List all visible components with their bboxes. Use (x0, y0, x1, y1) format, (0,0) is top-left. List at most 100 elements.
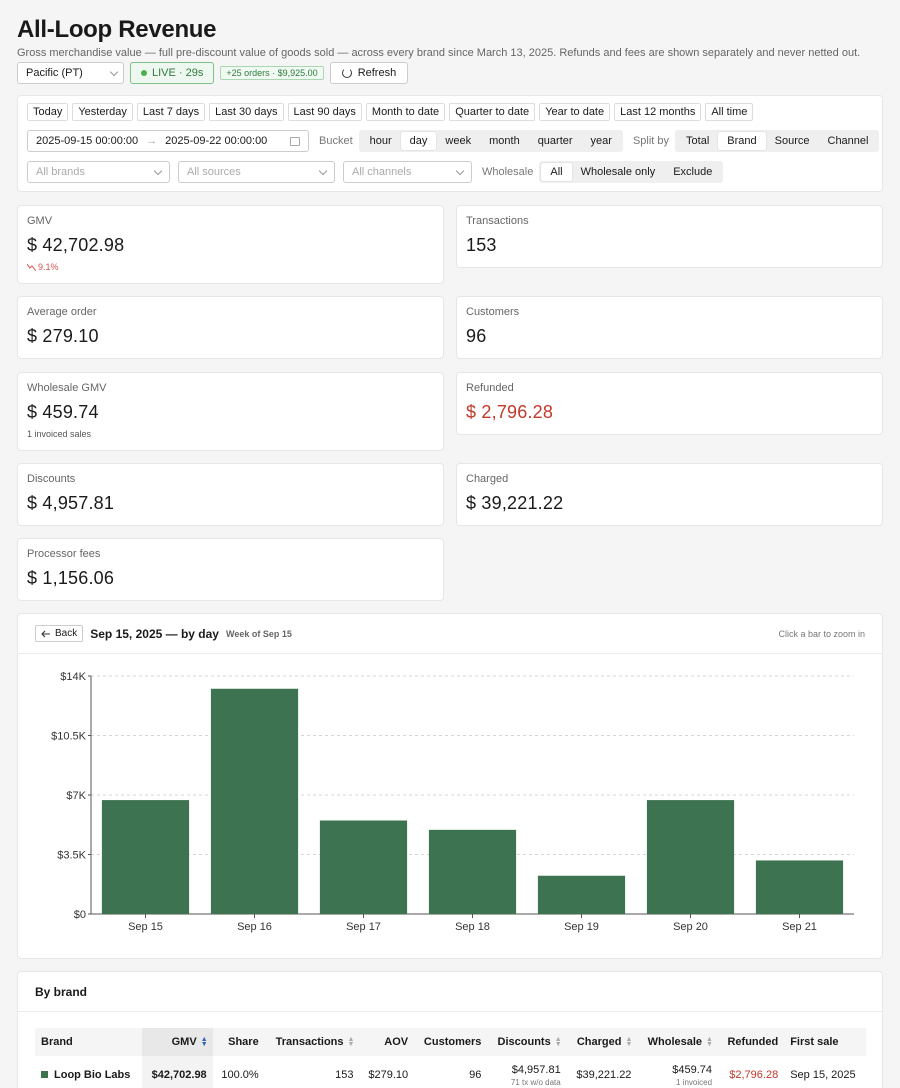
bar-sep-21[interactable] (755, 860, 844, 914)
wholesale-note: 1 invoiced (676, 1077, 713, 1087)
chart-hint: Click a bar to zoom in (778, 628, 865, 639)
kpi-value: $ 2,796.28 (466, 402, 554, 422)
kpi-discounts: Discounts $ 4,957.81 (17, 463, 444, 526)
bucket-hour[interactable]: hour (369, 135, 392, 147)
col-customers[interactable]: Customers (414, 1028, 488, 1056)
bucket-year[interactable]: year (590, 135, 612, 147)
col-first-sale[interactable]: First sale (784, 1028, 866, 1056)
timezone-select[interactable]: Pacific (PT) (17, 62, 124, 84)
split-brand[interactable]: Brand (718, 132, 766, 150)
date-start[interactable]: 2025-09-15 00:00:00 (36, 135, 139, 147)
preset-today[interactable]: Today (27, 103, 69, 121)
kpi-value: $ 39,221.22 (466, 493, 564, 513)
table-row[interactable]: Loop Bio Labs $42,702.98 100.0% 153 $279… (35, 1056, 866, 1088)
sort-icon: ▲ ▼ (554, 1036, 562, 1049)
sort-icon: ▲ ▼ (625, 1036, 633, 1049)
kpi-label: Average order (27, 306, 97, 318)
wholesale-value: $459.74 (672, 1063, 713, 1076)
col-transactions[interactable]: Transactions ▲ ▼ (264, 1028, 360, 1056)
chevron-down-icon (318, 166, 328, 175)
sources-dropdown[interactable]: All sources (178, 161, 335, 183)
channels-dropdown[interactable]: All channels (343, 161, 472, 183)
chart-subtitle: Week of Sep 15 (225, 628, 292, 639)
col-brand[interactable]: Brand (35, 1028, 142, 1056)
x-tick-label: Sep 17 (346, 921, 381, 933)
split-channel[interactable]: Channel (827, 135, 869, 147)
preset-quarter-to-date[interactable]: Quarter to date (449, 103, 536, 121)
wholesale-label: Wholesale (482, 166, 534, 178)
wholesale-exclude[interactable]: Exclude (673, 166, 713, 178)
wholesale-only[interactable]: Wholesale only (580, 166, 656, 178)
preset-yesterday[interactable]: Yesterday (72, 103, 133, 121)
brand-panel: By brand Brand GMV ▲ ▼ Share Transactions ▲… (17, 971, 883, 1088)
split-total[interactable]: Total (686, 135, 710, 147)
bar-sep-15[interactable] (101, 800, 190, 914)
split-label: Split by (632, 135, 670, 147)
live-dot-icon (141, 70, 147, 76)
col-share[interactable]: Share (212, 1028, 265, 1056)
col-charged[interactable]: Charged ▲ ▼ (566, 1028, 638, 1056)
cell-share: 100.0% (221, 1069, 259, 1081)
kpi-label: Customers (466, 306, 520, 318)
discounts-note: 71 tx w/o data (510, 1077, 561, 1087)
sort-icon: ▲ ▼ (200, 1036, 208, 1049)
kpi-value: $ 459.74 (27, 402, 99, 422)
sort-icon: ▲ ▼ (347, 1036, 355, 1049)
wholesale-all[interactable]: All (541, 163, 572, 181)
discounts-value: $4,957.81 (511, 1063, 561, 1076)
y-tick-label: $7K (66, 790, 86, 802)
bucket-day[interactable]: day (400, 132, 437, 150)
col-gmv-label: GMV (171, 1036, 197, 1048)
filters-panel: Today Yesterday Last 7 days Last 30 days… (17, 95, 883, 192)
bar-sep-20[interactable] (646, 800, 735, 914)
preset-last-12-months[interactable]: Last 12 months (614, 103, 702, 121)
cell-transactions: 153 (335, 1069, 354, 1081)
bar-sep-18[interactable] (428, 829, 517, 914)
refresh-icon (341, 68, 352, 78)
bucket-quarter[interactable]: quarter (537, 135, 573, 147)
bar-sep-17[interactable] (319, 820, 408, 915)
split-segmented: Total Brand Source Channel (675, 130, 880, 152)
live-badge[interactable]: LIVE · 29s (130, 62, 215, 84)
col-discounts[interactable]: Discounts ▲ ▼ (487, 1028, 567, 1056)
calendar-icon[interactable] (290, 136, 300, 146)
cell-first-sale: Sep 15, 2025 (790, 1069, 856, 1081)
chevron-down-icon (153, 166, 163, 175)
date-end[interactable]: 2025-09-22 00:00:00 (165, 135, 268, 147)
preset-year-to-date[interactable]: Year to date (539, 103, 611, 121)
cell-charged: $39,221.22 (576, 1069, 632, 1081)
date-range-picker[interactable]: 2025-09-15 00:00:00 → 2025-09-22 00:00:0… (27, 130, 309, 152)
y-tick-label: $3.5K (57, 850, 86, 862)
col-aov[interactable]: AOV (359, 1028, 415, 1056)
preset-last-7-days[interactable]: Last 7 days (136, 103, 206, 121)
preset-all-time[interactable]: All time (705, 103, 754, 121)
bar-sep-16[interactable] (210, 688, 299, 914)
preset-last-30-days[interactable]: Last 30 days (209, 103, 284, 121)
page-title: All-Loop Revenue (17, 16, 217, 43)
col-refunded[interactable]: Refunded (718, 1028, 785, 1056)
cell-aov: $279.10 (368, 1069, 409, 1081)
y-tick-label: $0 (74, 909, 86, 921)
kpi-label: Transactions (466, 215, 529, 227)
new-orders-badge: +25 orders · $9,925.00 (220, 66, 324, 80)
col-wholesale[interactable]: Wholesale ▲ ▼ (637, 1028, 719, 1056)
refresh-button[interactable]: Refresh (329, 62, 409, 84)
cell-refunded: $2,796.28 (729, 1069, 779, 1081)
col-gmv[interactable]: GMV ▲ ▼ (141, 1028, 213, 1056)
kpi-label: Discounts (27, 473, 76, 485)
bucket-month[interactable]: month (489, 135, 520, 147)
brand-section-title: By brand (18, 972, 882, 1012)
split-source[interactable]: Source (774, 135, 810, 147)
preset-month-to-date[interactable]: Month to date (365, 103, 446, 121)
back-button[interactable]: Back (35, 625, 84, 642)
bar-sep-19[interactable] (537, 875, 626, 914)
brands-dropdown[interactable]: All brands (27, 161, 170, 183)
kpi-processor-fees: Processor fees $ 1,156.06 (17, 538, 444, 601)
preset-last-90-days[interactable]: Last 90 days (287, 103, 362, 121)
preset-row: Today Yesterday Last 7 days Last 30 days… (27, 103, 754, 121)
sort-icon: ▲ ▼ (706, 1036, 713, 1049)
kpi-value: $ 279.10 (27, 326, 99, 346)
bucket-week[interactable]: week (445, 135, 472, 147)
page-header: All-Loop Revenue Gross merchandise value… (17, 14, 887, 84)
dropdown-row: All brands All sources All channels Whol… (27, 161, 724, 183)
